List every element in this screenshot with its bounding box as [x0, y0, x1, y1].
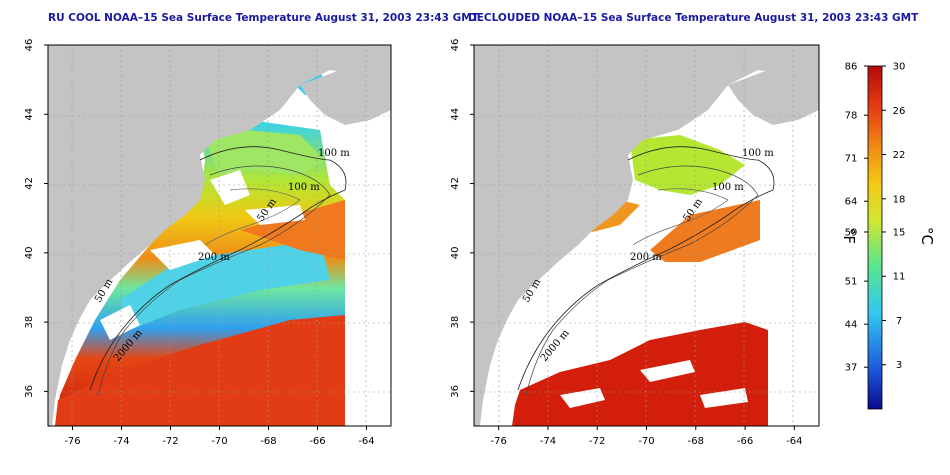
- y-tick-label-right: 40: [450, 246, 461, 259]
- sst-warm-offshore-left: [240, 200, 345, 260]
- y-tick-label-left: 46: [24, 39, 35, 52]
- y-tick-label-left: 38: [24, 316, 35, 329]
- sst-north-patch-left: [205, 130, 325, 175]
- graticule-right: [474, 45, 819, 426]
- y-tick-label-left: 36: [24, 385, 35, 398]
- bathy-label-right-200: 200 m: [630, 252, 662, 263]
- left-map-title: RU COOL NOAA–15 Sea Surface Temperature …: [48, 12, 479, 24]
- celsius-unit-label: °C: [918, 227, 936, 245]
- celsius-tick-label: 18: [893, 194, 906, 205]
- sst-warm-offshore-right: [650, 200, 760, 262]
- fahrenheit-tick-label: 64: [845, 197, 858, 208]
- x-tick-label-left: -70: [211, 436, 227, 447]
- bathy-contour-left-3: [204, 188, 301, 246]
- right-map-axes: -76 -74 -72 -70 -68 -66 -64 36 38 40 42 44 46: [450, 39, 803, 447]
- fahrenheit-tick-label: 51: [845, 277, 858, 288]
- y-tick-label-right: 44: [450, 108, 461, 121]
- colorbar-ticks: 30 26 22 18 15 11 7 3 86 78 71 64 59 51 44 37: [845, 62, 906, 374]
- y-tick-label-right: 42: [450, 177, 461, 190]
- left-map-axes: -76 -74 -72 -70 -68 -66 -64 36 38 40 42 44 46: [24, 39, 375, 447]
- x-tick-label-right: -76: [490, 436, 506, 447]
- left-map-panel: 100 m 100 m 50 m 200 m 50 m 2000 m: [48, 45, 391, 426]
- celsius-tick-label: 22: [893, 150, 906, 161]
- x-tick-label-right: -68: [688, 436, 704, 447]
- sst-north-patch-right: [630, 135, 745, 195]
- right-map-title: DECLOUDED NOAA–15 Sea Surface Temperatur…: [468, 12, 919, 24]
- y-tick-label-left: 42: [24, 177, 35, 190]
- bathy-label-left-200: 200 m: [198, 252, 230, 263]
- bathy-contour-right-3: [632, 188, 729, 246]
- x-tick-label-left: -72: [162, 436, 178, 447]
- y-tick-label-right: 38: [450, 316, 461, 329]
- bathy-contour-left: [89, 146, 347, 391]
- x-tick-label-right: -72: [589, 436, 605, 447]
- fahrenheit-tick-label: 59: [845, 227, 858, 238]
- bathy-label-right-100b: 100 m: [712, 182, 744, 193]
- sst-shelf-cool-left: [120, 240, 330, 330]
- y-tick-label-right: 36: [450, 385, 461, 398]
- celsius-tick-label: 11: [893, 272, 906, 283]
- y-tick-label-left: 44: [24, 108, 35, 121]
- nova-scotia-right: [728, 55, 819, 125]
- x-tick-label-left: -76: [64, 436, 80, 447]
- x-tick-label-right: -64: [786, 436, 802, 447]
- x-tick-label-right: -74: [540, 436, 556, 447]
- fahrenheit-tick-label: 71: [845, 154, 858, 165]
- nova-scotia-left: [300, 55, 391, 125]
- cloud-patches-left: [100, 170, 305, 340]
- cloud-gaps-right: [560, 360, 748, 408]
- bathy-label-left-100a: 100 m: [318, 148, 350, 159]
- bathy-label-right-100a: 100 m: [742, 148, 774, 159]
- y-tick-label-left: 40: [24, 246, 35, 259]
- bathy-contour-right: [517, 146, 775, 391]
- celsius-tick-label: 26: [893, 106, 906, 117]
- fahrenheit-tick-label: 37: [845, 363, 858, 374]
- bathy-contour-left-2: [97, 165, 331, 396]
- x-tick-label-left: -74: [113, 436, 129, 447]
- fahrenheit-tick-label: 86: [845, 62, 858, 73]
- y-tick-label-right: 46: [450, 39, 461, 52]
- celsius-tick-label: 3: [896, 360, 902, 371]
- right-map-panel: 100 m 100 m 50 m 200 m 50 m 2000 m: [474, 45, 819, 426]
- x-tick-label-right: -70: [638, 436, 654, 447]
- sst-gulfstream-left: [55, 315, 345, 426]
- fahrenheit-unit-label: °F: [840, 228, 858, 244]
- fahrenheit-tick-label: 78: [845, 111, 858, 122]
- bathy-label-left-100b: 100 m: [288, 182, 320, 193]
- colorbar: [867, 65, 883, 410]
- fahrenheit-tick-label: 44: [845, 320, 858, 331]
- bathy-contour-right-2: [525, 165, 759, 396]
- x-tick-label-right: -66: [737, 436, 753, 447]
- graticule-left: [48, 45, 391, 426]
- land-left: [48, 45, 391, 426]
- celsius-tick-label: 7: [896, 316, 902, 327]
- x-tick-label-left: -64: [358, 436, 374, 447]
- x-tick-label-left: -68: [260, 436, 276, 447]
- celsius-tick-label: 15: [893, 227, 906, 238]
- x-tick-label-left: -66: [309, 436, 325, 447]
- land-right: [474, 45, 819, 426]
- celsius-tick-label: 30: [893, 62, 906, 73]
